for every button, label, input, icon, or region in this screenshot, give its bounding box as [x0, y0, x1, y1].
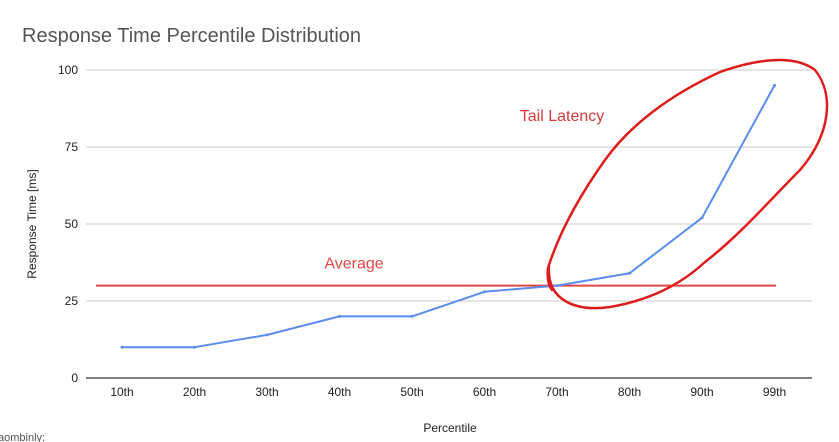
y-tick-label: 25 [65, 294, 79, 308]
x-tick-label: 99th [763, 385, 786, 399]
x-tick-label: 10th [110, 385, 133, 399]
x-axis-ticks: 10th 20th 30th 40th 50th 60th 70th 80th 90th 99th [110, 385, 786, 399]
data-point [483, 290, 486, 294]
data-point [120, 345, 124, 349]
y-tick-label: 50 [65, 217, 79, 231]
average-reference-line: Average [96, 256, 776, 287]
chart-title: Response Time Percentile Distribution [22, 25, 361, 47]
footer-text: aombinly: [0, 432, 45, 442]
x-tick-label: 80th [618, 385, 641, 399]
gridlines [86, 69, 812, 379]
y-tick-label: 0 [71, 371, 78, 385]
data-point [628, 271, 631, 275]
series-group [120, 83, 776, 349]
x-tick-label: 50th [400, 385, 423, 399]
data-point [700, 216, 704, 220]
x-tick-label: 90th [690, 385, 713, 399]
data-point [410, 314, 414, 318]
data-point [265, 333, 269, 337]
series-line [122, 84, 776, 349]
average-label: Average [324, 256, 383, 273]
data-point [193, 345, 196, 349]
y-axis-label: Response Time [ms] [25, 169, 39, 278]
x-tick-label: 20th [183, 385, 206, 399]
x-tick-label: 70th [545, 385, 568, 399]
y-axis-ticks: 0 25 50 75 100 [58, 63, 78, 385]
x-tick-label: 30th [255, 385, 278, 399]
y-tick-label: 75 [65, 140, 79, 154]
x-axis-label: Percentile [423, 421, 477, 435]
data-point [773, 83, 776, 87]
tail-latency-annotation: Tail Latency [520, 108, 605, 125]
tail-latency-circle [546, 58, 829, 310]
y-tick-label: 100 [58, 63, 78, 77]
data-point [338, 314, 341, 318]
x-tick-label: 40th [328, 385, 351, 399]
data-point [555, 284, 559, 288]
x-tick-label: 60th [473, 385, 496, 399]
